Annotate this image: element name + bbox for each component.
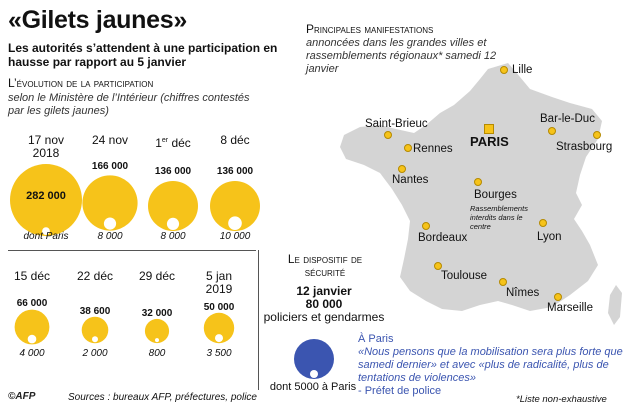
value-label-8dec: 136 000 xyxy=(216,166,254,177)
bubble-total-3 xyxy=(210,181,260,231)
france-map xyxy=(340,63,622,325)
securite-desc: policiers et gendarmes xyxy=(263,310,385,324)
quote-text: «Nous pensons que la mobilisation sera p… xyxy=(358,346,623,384)
dot-bordeaux xyxy=(422,222,430,230)
city-label-bourges: Bourges xyxy=(474,189,517,201)
corsica-island xyxy=(608,285,622,325)
securite-bubble xyxy=(294,339,334,379)
city-label-bar-le-duc: Bar-le-Duc xyxy=(540,113,595,125)
securite-count: 80 000 xyxy=(305,297,343,311)
bubble-paris-2 xyxy=(166,217,180,230)
bubble-paris-1 xyxy=(103,217,117,230)
dont-paris-label: dont Paris xyxy=(23,231,69,242)
paris-label-1dec: 8 000 xyxy=(160,231,186,242)
paris-label-5jan: 3 500 xyxy=(206,348,232,359)
securite-paris-label: dont 5000 à Paris xyxy=(269,381,357,393)
row-divider xyxy=(8,250,256,251)
paris-label-22dec: 2 000 xyxy=(82,348,108,359)
value-label-15dec: 66 000 xyxy=(16,298,48,309)
paris-label-24nov: 8 000 xyxy=(97,231,123,242)
date-label-15dec: 15 déc xyxy=(13,269,51,283)
dot-saint-brieuc xyxy=(384,131,392,139)
city-label-paris: PARIS xyxy=(470,134,509,149)
bubble-paris-5 xyxy=(92,336,98,343)
map-heading: Principales manifestations xyxy=(306,22,434,36)
bubble-total-1 xyxy=(82,175,138,231)
city-label-rennes: Rennes xyxy=(413,143,453,155)
liste-note: *Liste non-exhaustive xyxy=(516,394,607,405)
chart-subtitle: Les autorités s’attendent à une particip… xyxy=(8,41,278,69)
bourges-note: Rassemblements interdits dans le centre xyxy=(470,204,528,231)
city-label-nimes: Nîmes xyxy=(506,287,540,299)
dot-nantes xyxy=(398,165,406,173)
bubble-total-5 xyxy=(81,316,109,344)
securite-total-circle xyxy=(294,339,334,379)
paris-marker xyxy=(484,124,494,134)
prefet-quote: À Paris «Nous pensons que la mobilisatio… xyxy=(358,333,626,398)
date-label-29dec: 29 déc xyxy=(138,269,176,283)
city-label-saint-brieuc: Saint-Brieuc xyxy=(365,118,428,130)
france-outline xyxy=(340,63,602,311)
dot-marseille xyxy=(554,293,562,301)
value-label-29dec: 32 000 xyxy=(141,308,173,319)
city-label-lille: Lille xyxy=(512,64,533,76)
quote-author: - Préfet de police xyxy=(358,385,442,397)
securite-date: 12 janvier xyxy=(296,284,352,298)
securite-body: 12 janvier 80 000 policiers et gendarmes xyxy=(262,285,386,324)
afp-logo: ©AFP xyxy=(8,391,36,402)
paris-label-15dec: 4 000 xyxy=(19,348,45,359)
bubble-paris-4 xyxy=(27,334,37,344)
dot-nimes xyxy=(499,278,507,286)
chart-title: «Gilets jaunes» xyxy=(8,6,187,34)
paris-label-8dec: 10 000 xyxy=(219,231,251,242)
sources-text: Sources : bureaux AFP, préfectures, poli… xyxy=(68,392,257,403)
city-label-toulouse: Toulouse xyxy=(441,270,488,282)
dot-lyon xyxy=(539,219,547,227)
dot-rennes xyxy=(404,144,412,152)
securite-heading: Le dispositif de sécurité xyxy=(287,252,363,279)
value-label-1dec: 136 000 xyxy=(154,166,192,177)
map-subheading: annoncées dans les grandes villes et ras… xyxy=(306,37,497,75)
city-label-nantes: Nantes xyxy=(392,174,429,186)
quote-lead: À Paris xyxy=(358,333,394,345)
bubble-total-7 xyxy=(203,312,235,344)
bubble-total-4 xyxy=(14,309,50,345)
bubble-paris-7 xyxy=(215,334,223,343)
section-evolution-heading: L’évolution de la participation xyxy=(8,76,154,90)
dot-toulouse xyxy=(434,262,442,270)
value-label-5jan: 50 000 xyxy=(203,302,235,313)
city-label-marseille: Marseille xyxy=(547,302,594,314)
bubble-total-0 xyxy=(10,164,82,236)
bubble-paris-6 xyxy=(155,338,159,343)
date-label-24nov: 24 nov xyxy=(91,133,129,147)
dot-lille xyxy=(500,66,508,74)
bubble-total-2 xyxy=(148,181,198,231)
date-label-17nov: 17 nov 2018 xyxy=(27,133,65,160)
value-label-24nov: 166 000 xyxy=(91,161,129,172)
bubble-paris-3 xyxy=(228,216,242,230)
vertical-divider xyxy=(258,250,259,390)
dot-bar-le-duc xyxy=(548,127,556,135)
dot-bourges xyxy=(474,178,482,186)
city-label-bordeaux: Bordeaux xyxy=(418,232,468,244)
city-label-lyon: Lyon xyxy=(537,231,562,243)
securite-paris-circle xyxy=(310,370,318,378)
date-label-5jan: 5 jan 2019 xyxy=(205,269,233,296)
date-label-1dec: 1er déc xyxy=(155,136,191,150)
value-label-17nov-inner: 282 000 xyxy=(26,190,66,202)
date-label-8dec: 8 déc xyxy=(220,133,250,147)
source-note: selon le Ministère de l’Intérieur (chiff… xyxy=(8,92,250,117)
bubble-total-6 xyxy=(144,318,170,344)
value-label-22dec: 38 600 xyxy=(79,306,111,317)
date-label-22dec: 22 déc xyxy=(76,269,114,283)
bubble-paris-0 xyxy=(42,227,50,236)
dot-strasbourg xyxy=(593,131,601,139)
paris-label-29dec: 800 xyxy=(148,348,166,359)
city-label-strasbourg: Strasbourg xyxy=(556,141,613,153)
